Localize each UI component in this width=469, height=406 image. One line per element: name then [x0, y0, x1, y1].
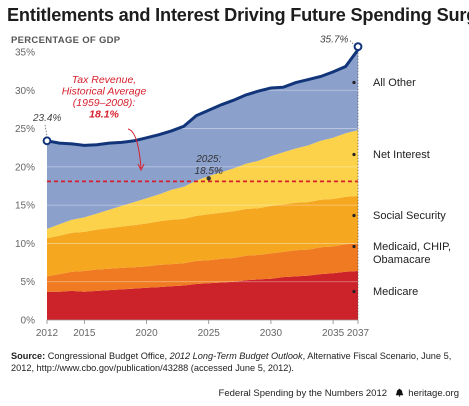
x-tick-label: 2012: [36, 328, 59, 339]
y-tick-label: 0%: [21, 316, 36, 327]
source-text-after: , Alternative Fiscal Scenario, June 5, 2…: [11, 351, 452, 373]
y-tick-label: 15%: [15, 201, 35, 212]
y-tick-label: 20%: [15, 162, 35, 173]
area-social-security: [47, 196, 358, 277]
legend-dot: [352, 213, 356, 218]
source-note: Source: Congressional Budget Office, 201…: [11, 350, 463, 374]
legend-dot: [352, 80, 356, 85]
area-net-interest: [47, 130, 358, 239]
source-text-before: Congressional Budget Office,: [45, 351, 170, 361]
x-tick-label: 2025: [198, 328, 221, 339]
tax-revenue-arrowhead: [137, 163, 145, 172]
area-medicaid-chip-obamacare: [47, 243, 358, 292]
year-2025-label: 2025:: [195, 154, 221, 165]
year-2025-marker: [206, 176, 211, 181]
tax-revenue-label: Tax Revenue, Historical Average (1959–2008…: [62, 74, 147, 121]
x-tick-label: 2037: [347, 328, 370, 339]
tax-revenue-label-line: Historical Average: [62, 86, 147, 98]
legend-dot: [352, 152, 356, 157]
start-value-label: 23.4%: [32, 113, 61, 124]
footer: Federal Spending by the Numbers 2012 her…: [219, 388, 459, 399]
y-tick-label: 35%: [15, 48, 35, 59]
source-title: 2012 Long-Term Budget Outlook: [169, 351, 303, 361]
legend-label: Social Security: [373, 210, 446, 222]
liberty-bell-icon: [395, 388, 403, 397]
tax-revenue-label-line: (1959–2008):: [73, 97, 136, 109]
end-point-marker: [353, 42, 363, 52]
x-tick-label: 2020: [135, 328, 158, 339]
footer-series-name: Federal Spending by the Numbers 2012: [218, 388, 388, 399]
chart-title: Entitlements and Interest Driving Future…: [7, 5, 469, 25]
x-tick-label: 2035: [322, 328, 345, 339]
legend-label: All Other: [373, 77, 416, 89]
legend-label: Medicare: [373, 286, 418, 298]
footer-site: heritage.org: [408, 388, 459, 399]
spending-chart: 0% 5% 10% 15% 20% 25% 30% 35% 2012 2015 2020 2025 20…: [15, 35, 451, 339]
end-value-leader: [349, 40, 355, 45]
x-tick-label: 2030: [260, 328, 283, 339]
legend-label: Medicaid, CHIP,: [373, 241, 451, 253]
tax-revenue-pointer: [127, 128, 142, 169]
legend-label: Obamacare: [373, 254, 430, 266]
total-spending-line: [46, 48, 360, 147]
start-point-marker: [42, 136, 52, 146]
y-tick-label: 10%: [15, 239, 35, 250]
end-value-label: 35.7%: [320, 35, 348, 46]
year-2025-value: 18.5%: [195, 166, 223, 177]
y-axis-label: PERCENTAGE OF GDP: [11, 35, 121, 46]
legend-label: Net Interest: [373, 149, 430, 161]
source-label: Source:: [11, 351, 46, 361]
x-tick-label: 2015: [73, 328, 96, 339]
start-value-leader: [44, 124, 48, 136]
y-tick-label: 25%: [15, 124, 35, 135]
y-tick-label: 30%: [15, 86, 35, 97]
tax-revenue-label-line: Tax Revenue,: [72, 74, 136, 86]
area-medicare: [47, 271, 358, 320]
area-all-other: [47, 49, 358, 229]
tax-revenue-label-line: 18.1%: [89, 109, 119, 121]
legend-dot: [352, 289, 356, 294]
y-tick-label: 5%: [21, 277, 36, 288]
legend-dot: [352, 244, 356, 249]
